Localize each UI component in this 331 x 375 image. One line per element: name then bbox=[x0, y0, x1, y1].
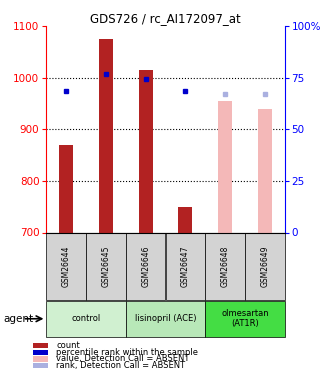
Text: lisinopril (ACE): lisinopril (ACE) bbox=[135, 314, 196, 323]
Bar bbox=[33, 350, 48, 355]
Text: olmesartan
(AT1R): olmesartan (AT1R) bbox=[221, 309, 269, 328]
Text: value, Detection Call = ABSENT: value, Detection Call = ABSENT bbox=[56, 354, 190, 363]
Text: GSM26647: GSM26647 bbox=[181, 246, 190, 287]
Bar bbox=[258, 109, 272, 232]
Bar bbox=[178, 207, 192, 232]
Text: rank, Detection Call = ABSENT: rank, Detection Call = ABSENT bbox=[56, 361, 185, 370]
Text: GSM26649: GSM26649 bbox=[260, 246, 269, 287]
Text: GSM26646: GSM26646 bbox=[141, 246, 150, 287]
Bar bbox=[46, 232, 86, 300]
Bar bbox=[33, 356, 48, 362]
Bar bbox=[99, 39, 113, 232]
Bar bbox=[205, 301, 285, 337]
Bar bbox=[139, 70, 153, 232]
Text: GSM26644: GSM26644 bbox=[62, 246, 71, 287]
Bar bbox=[126, 232, 166, 300]
Text: percentile rank within the sample: percentile rank within the sample bbox=[56, 348, 198, 357]
Bar bbox=[245, 232, 285, 300]
Bar bbox=[86, 232, 126, 300]
Bar bbox=[166, 232, 205, 300]
Text: GSM26648: GSM26648 bbox=[220, 246, 230, 287]
Bar bbox=[46, 301, 126, 337]
Text: count: count bbox=[56, 341, 80, 350]
Bar bbox=[33, 363, 48, 368]
Bar bbox=[126, 301, 205, 337]
Text: GSM26645: GSM26645 bbox=[101, 246, 111, 287]
Bar bbox=[33, 343, 48, 348]
Title: GDS726 / rc_AI172097_at: GDS726 / rc_AI172097_at bbox=[90, 12, 241, 25]
Text: agent: agent bbox=[3, 314, 33, 324]
Bar bbox=[218, 101, 232, 232]
Bar bbox=[205, 232, 245, 300]
Text: control: control bbox=[71, 314, 101, 323]
Bar bbox=[59, 145, 73, 232]
